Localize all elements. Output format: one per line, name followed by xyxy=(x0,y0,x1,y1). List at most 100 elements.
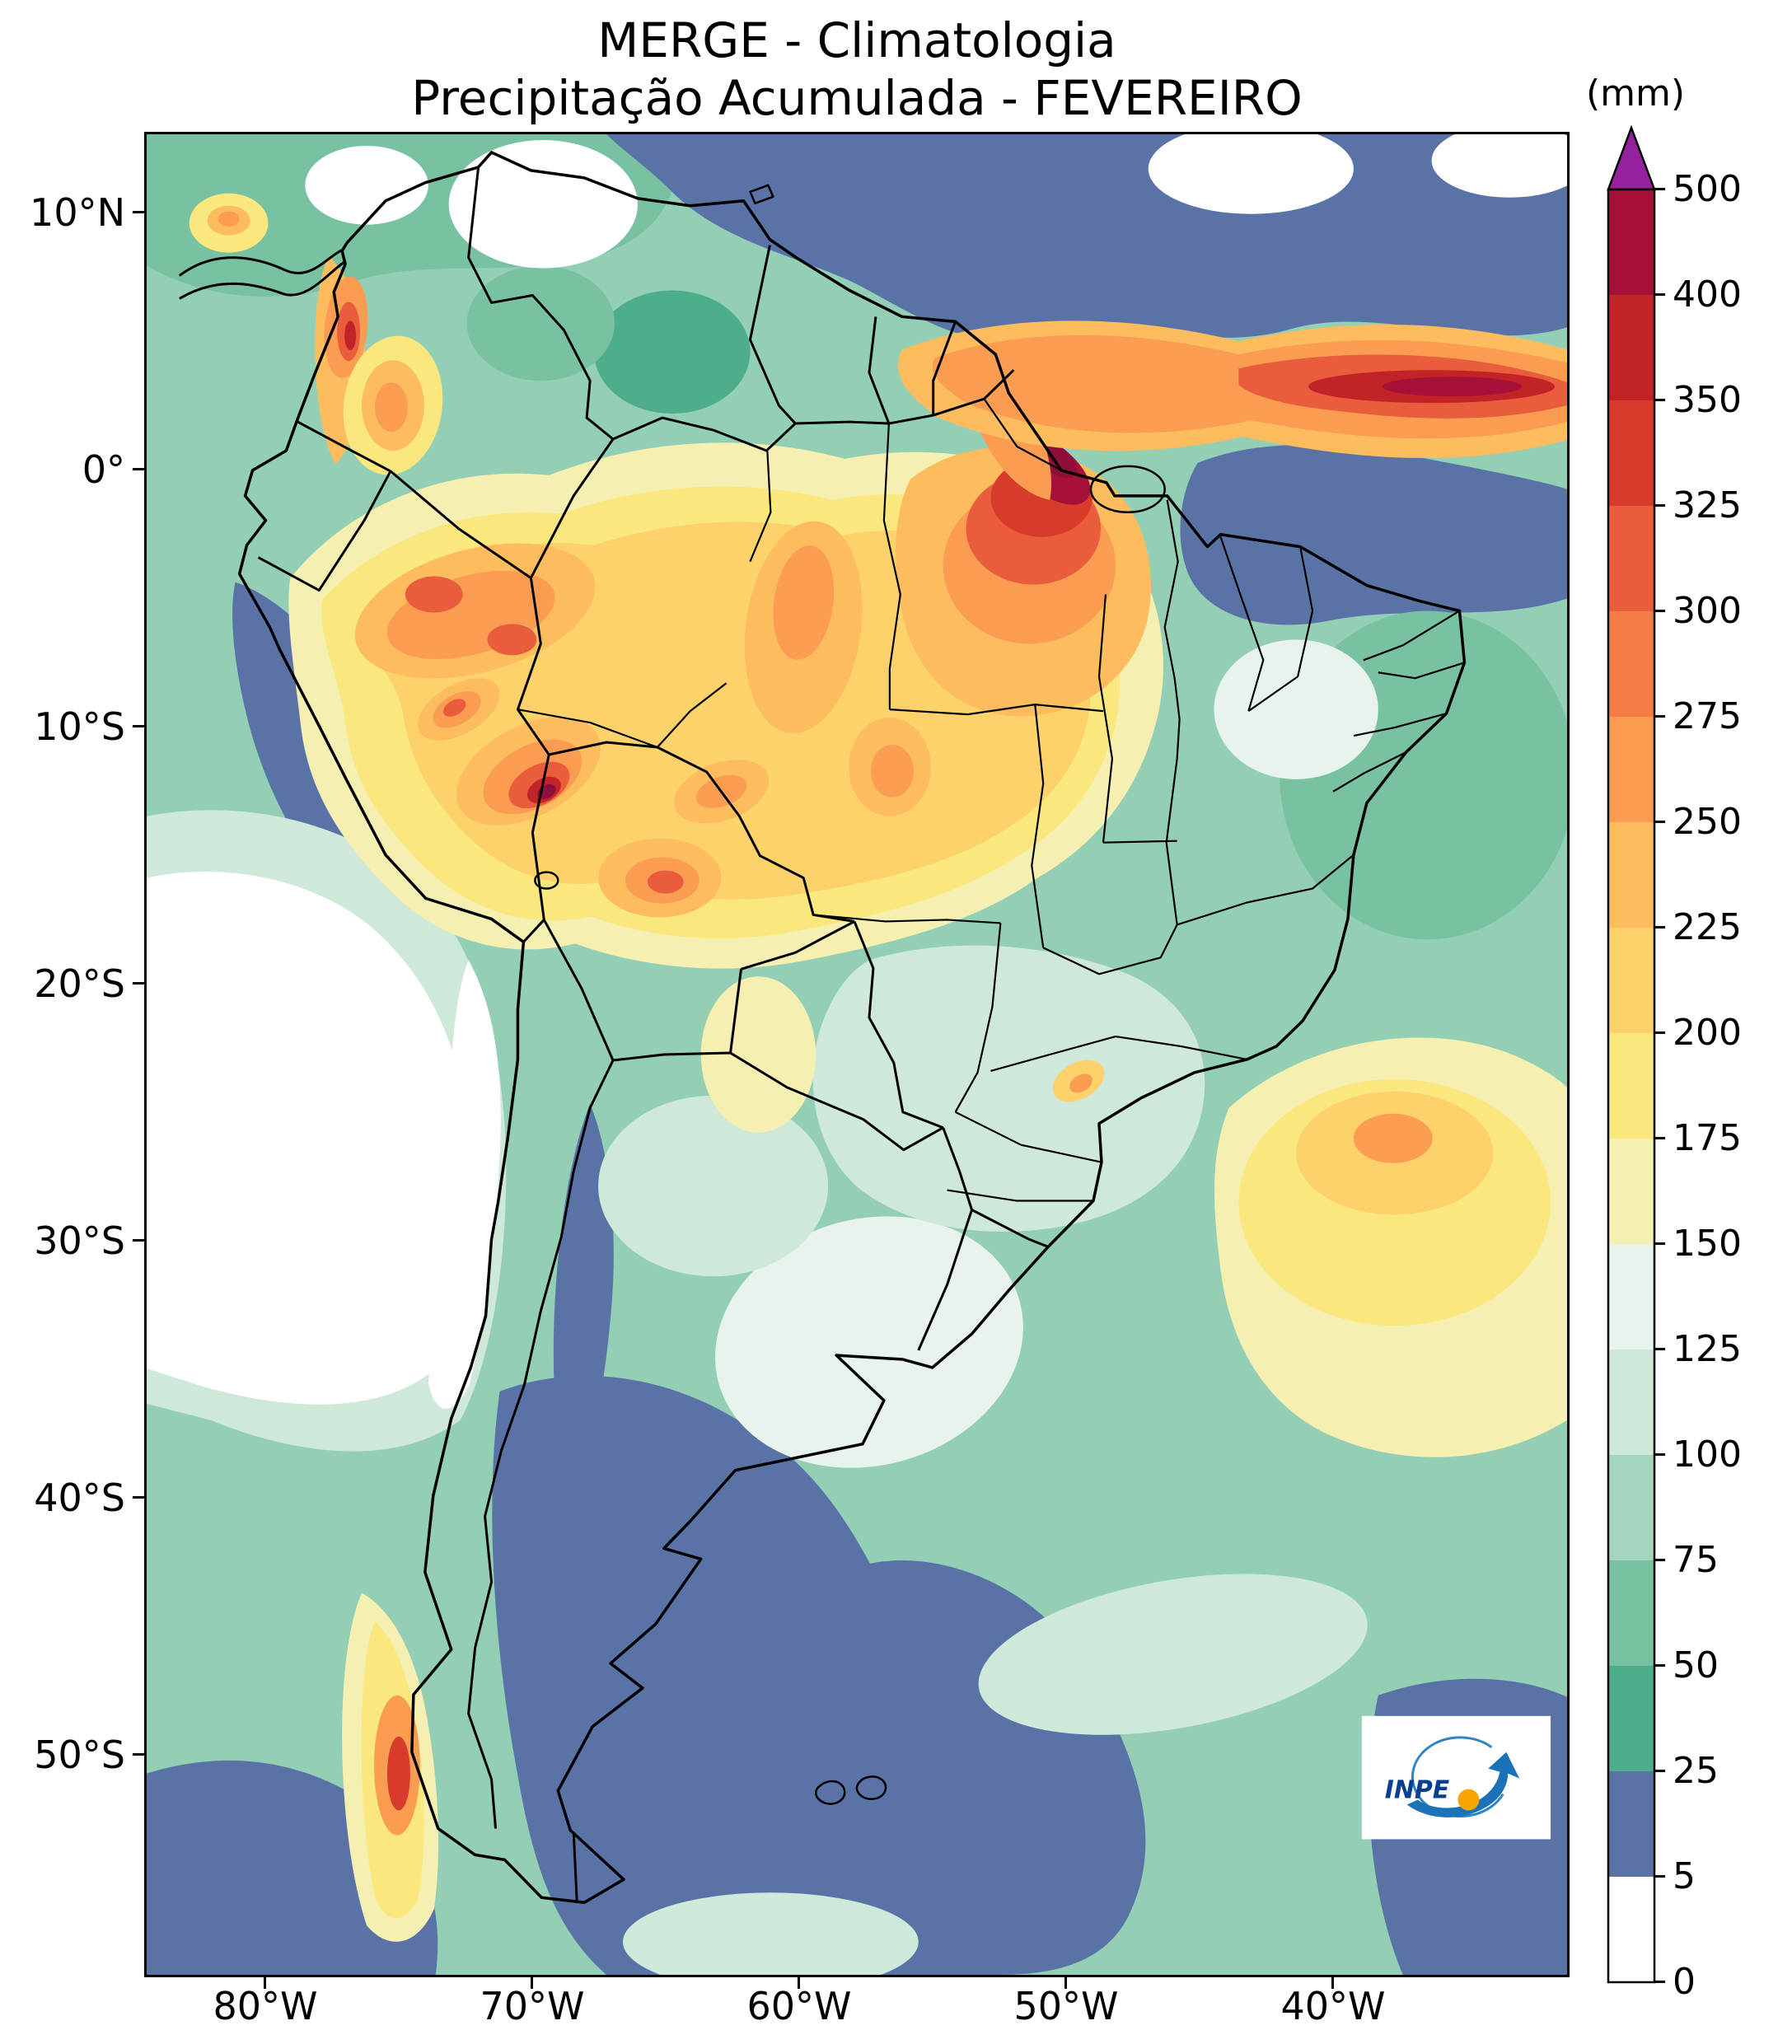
colorbar-segment xyxy=(1608,1560,1654,1667)
y-tick-label: 10°S xyxy=(34,704,125,749)
x-tick-label: 80°W xyxy=(213,1984,318,2028)
colorbar-tick-label: 225 xyxy=(1673,906,1742,948)
colorbar-tick-mark xyxy=(1654,504,1665,507)
colorbar-segment xyxy=(1608,400,1654,507)
chile-coast-rain-band xyxy=(342,1593,439,1942)
state-borders xyxy=(517,398,1465,1202)
colorbar-tick-label: 0 xyxy=(1673,1961,1696,2003)
colorbar-tick-label: 25 xyxy=(1673,1750,1719,1792)
colorbar-tick-mark xyxy=(1654,188,1665,190)
plot-title-line1: MERGE - Climatologia xyxy=(597,12,1116,68)
colorbar-tick-mark xyxy=(1654,1348,1665,1350)
colorbar-tick-mark xyxy=(1654,715,1665,718)
plot-title-line2: Precipitação Acumulada - FEVEREIRO xyxy=(411,70,1303,126)
panama-isthmus-outline xyxy=(178,248,345,300)
colorbar-tick-label: 300 xyxy=(1673,590,1742,632)
x-tick-label: 40°W xyxy=(1280,1984,1386,2028)
colorbar-tick-mark xyxy=(1654,1664,1665,1667)
colorbar-segment xyxy=(1608,928,1654,1034)
colorbar-segment xyxy=(1608,1033,1654,1139)
colorbar-tick-label: 75 xyxy=(1673,1539,1719,1581)
colorbar-tick-label: 500 xyxy=(1673,168,1742,210)
colorbar-tick-label: 250 xyxy=(1673,801,1742,843)
x-tick-label: 60°W xyxy=(746,1984,852,2028)
colorbar-tick-mark xyxy=(1654,399,1665,401)
colorbar-segment xyxy=(1608,1771,1654,1878)
colorbar-tick-mark xyxy=(1654,1981,1665,1983)
precipitation-map-svg: INPE xyxy=(147,134,1567,1975)
colorbar-tick-label: 325 xyxy=(1673,484,1742,526)
colorbar-tick-label: 50 xyxy=(1673,1644,1719,1686)
x-tick-mark xyxy=(798,1977,800,1989)
colorbar-extend-triangle xyxy=(1607,125,1656,191)
y-tick-label: 0° xyxy=(82,447,125,492)
country-borders xyxy=(257,166,1049,1901)
colorbar-tick-mark xyxy=(1654,1137,1665,1139)
colorbar-svg xyxy=(1607,125,1656,1984)
y-tick-mark xyxy=(133,982,144,985)
colorbar-segment xyxy=(1608,1139,1654,1245)
colorbar-segment xyxy=(1608,1455,1654,1561)
colorbar-tick-mark xyxy=(1654,1242,1665,1245)
colorbar-segment xyxy=(1608,506,1654,612)
y-tick-mark xyxy=(133,468,144,470)
map-panel: INPE xyxy=(144,132,1570,1977)
colombia-coast-band xyxy=(189,193,443,475)
colorbar-tick-mark xyxy=(1654,1559,1665,1561)
y-tick-label: 50°S xyxy=(34,1733,125,1777)
colorbar-tick-mark xyxy=(1654,1770,1665,1772)
plot-title: MERGE - Climatologia Precipitação Acumul… xyxy=(144,12,1570,127)
y-tick-label: 10°N xyxy=(30,190,125,235)
colorbar-segment xyxy=(1608,822,1654,928)
colorbar-tick-mark xyxy=(1654,610,1665,612)
amazon-precip-core xyxy=(288,339,1163,1102)
colorbar-segment xyxy=(1608,189,1654,296)
y-tick-label: 20°S xyxy=(34,961,125,1006)
x-tick-mark xyxy=(264,1977,266,1989)
colorbar-unit-label: (mm) xyxy=(1585,72,1686,115)
colorbar-segment xyxy=(1608,295,1654,401)
inpe-logo-swirl xyxy=(1411,1736,1504,1818)
colorbar-tick-mark xyxy=(1654,926,1665,928)
x-tick-label: 70°W xyxy=(480,1984,585,2028)
low-precip-regions xyxy=(147,134,1567,1975)
colorbar-tick-label: 150 xyxy=(1673,1223,1742,1265)
x-tick-mark xyxy=(531,1977,533,1989)
colorbar-tick-label: 125 xyxy=(1673,1328,1742,1370)
y-tick-mark xyxy=(133,211,144,213)
colorbar-tick-label: 100 xyxy=(1673,1434,1742,1476)
x-tick-mark xyxy=(1331,1977,1334,1989)
x-tick-label: 50°W xyxy=(1013,1984,1119,2028)
inpe-logo-arrow xyxy=(1406,1752,1520,1817)
y-tick-label: 30°S xyxy=(34,1218,125,1263)
colorbar-segment xyxy=(1608,1877,1654,1983)
itcz-band xyxy=(897,320,1567,458)
x-tick-mark xyxy=(1064,1977,1067,1989)
colorbar-tick-label: 350 xyxy=(1673,379,1742,421)
colorbar-tick-mark xyxy=(1654,1453,1665,1456)
colorbar-tick-mark xyxy=(1654,1875,1665,1878)
colorbar-segment xyxy=(1608,717,1654,823)
colorbar-segment xyxy=(1608,1244,1654,1350)
colorbar-tick-label: 5 xyxy=(1673,1855,1696,1897)
y-tick-mark xyxy=(133,1753,144,1756)
y-tick-mark xyxy=(133,1239,144,1242)
inpe-logo-text: INPE xyxy=(1385,1776,1450,1805)
colorbar-tick-label: 200 xyxy=(1673,1012,1742,1054)
inpe-logo-dot xyxy=(1457,1789,1480,1811)
y-tick-mark xyxy=(133,1496,144,1499)
colorbar-tick-mark xyxy=(1654,821,1665,823)
colorbar-segment xyxy=(1608,611,1654,718)
colorbar-tick-label: 275 xyxy=(1673,695,1742,737)
islands-and-lakes-outline xyxy=(534,184,1166,1805)
y-tick-label: 40°S xyxy=(34,1476,125,1520)
colorbar-tick-mark xyxy=(1654,1031,1665,1034)
colorbar-segment xyxy=(1608,1349,1654,1456)
y-tick-mark xyxy=(133,725,144,727)
colorbar-tick-mark xyxy=(1654,293,1665,296)
colorbar-frame xyxy=(1607,188,1656,1984)
colorbar-segment xyxy=(1608,1666,1654,1772)
atlantic-yellow-patch xyxy=(1214,1037,1567,1457)
inpe-logo: INPE xyxy=(1361,1715,1551,1840)
